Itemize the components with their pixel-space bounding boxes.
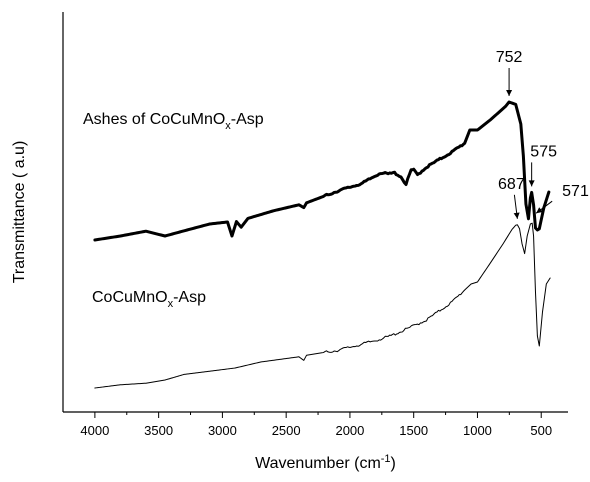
x-tick-label-1500: 1500 (399, 423, 428, 438)
annotation-arrowhead-687 (513, 212, 520, 219)
x-tick-label-1000: 1000 (463, 423, 492, 438)
series-label-1: CoCuMnOx-Asp (92, 289, 206, 310)
annotation-arrowhead-571 (536, 207, 543, 214)
x-tick-label-4000: 4000 (80, 423, 109, 438)
annotations-group: 752 575 687 571 (496, 49, 589, 219)
series-line-1 (94, 222, 551, 389)
x-tick-label-2000: 2000 (335, 423, 364, 438)
chart-axes (62, 12, 568, 413)
x-tick-label-3500: 3500 (144, 423, 173, 438)
series-labels-group: Ashes of CoCuMnOx-Asp CoCuMnOx-Asp (83, 111, 264, 310)
series-group (93, 100, 551, 389)
x-axis-ticks: 4000 3500 3000 2500 2000 1500 1000 500 (80, 412, 552, 438)
x-axis-title: Wavenumber (cm-1) (255, 453, 396, 472)
annotation-arrowhead-575 (528, 180, 535, 187)
x-tick-label-500: 500 (530, 423, 552, 438)
annotation-label-687: 687 (498, 176, 525, 193)
annotation-arrowhead-752 (506, 90, 513, 96)
series-line-0 (93, 100, 551, 242)
annotation-label-575: 575 (530, 143, 557, 160)
x-tick-label-2500: 2500 (272, 423, 301, 438)
annotation-label-752: 752 (496, 49, 523, 66)
annotation-label-571: 571 (562, 183, 589, 200)
series-label-0: Ashes of CoCuMnOx-Asp (83, 111, 264, 132)
x-tick-label-3000: 3000 (208, 423, 237, 438)
y-axis-title: Transmittance ( a.u) (11, 141, 28, 284)
